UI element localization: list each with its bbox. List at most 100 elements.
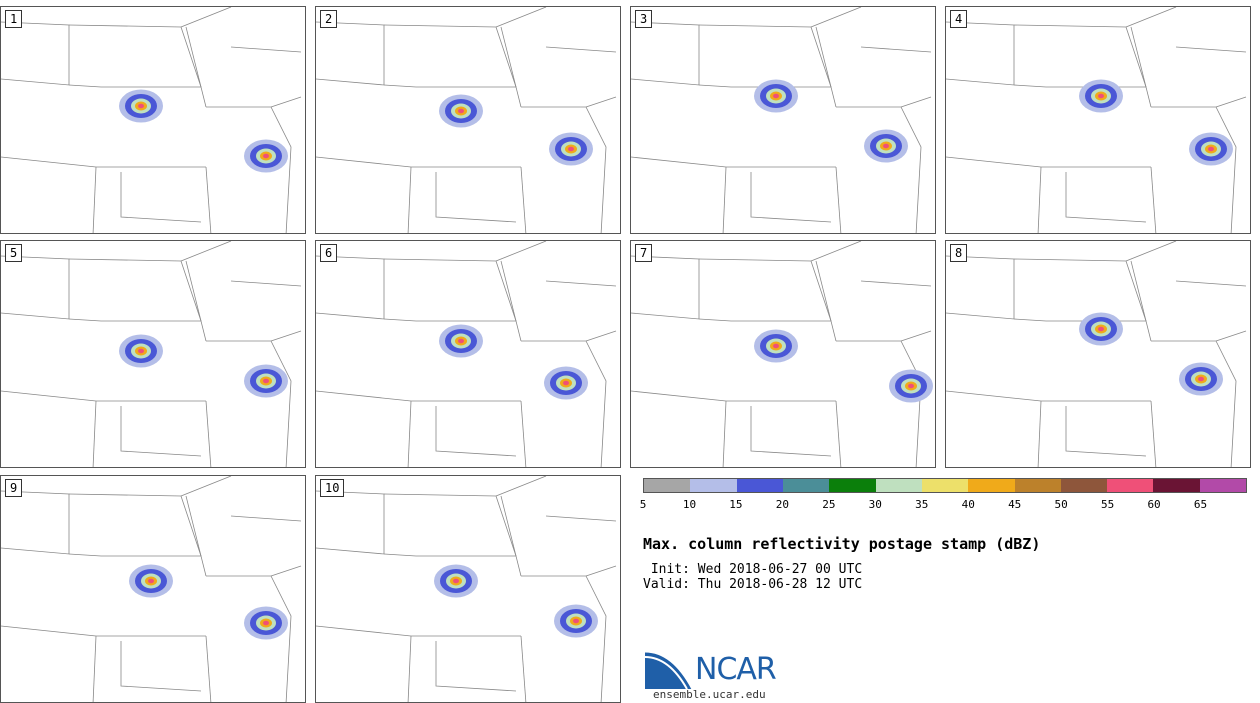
member-panel-10: 10 xyxy=(315,475,621,703)
colorbar-segment xyxy=(736,479,783,492)
state-boundary xyxy=(92,635,97,702)
state-boundary xyxy=(230,515,302,522)
state-boundary xyxy=(270,96,302,108)
state-boundary xyxy=(185,260,202,322)
state-boundary xyxy=(230,280,302,287)
state-boundary xyxy=(185,26,202,88)
member-label: 5 xyxy=(5,244,23,262)
colorbar-segment xyxy=(1153,479,1200,492)
member-panel-9: 9 xyxy=(0,475,306,703)
state-boundary xyxy=(521,340,607,467)
colorbar-segment xyxy=(1199,479,1247,492)
colorbar-tick-label: 60 xyxy=(1147,498,1161,511)
reflectivity-cell xyxy=(148,578,154,584)
state-boundary xyxy=(1037,400,1042,467)
state-boundary xyxy=(1151,340,1237,467)
state-boundary xyxy=(68,493,202,557)
map-canvas xyxy=(316,7,617,233)
init-time: Init: Wed 2018-06-27 00 UTC xyxy=(643,562,863,577)
state-boundary xyxy=(815,26,832,88)
map-canvas xyxy=(946,241,1247,467)
state-boundary xyxy=(585,96,617,108)
state-boundary xyxy=(750,172,832,223)
map-canvas xyxy=(631,241,933,467)
state-boundary xyxy=(68,258,202,322)
state-boundary xyxy=(316,21,385,86)
member-label: 4 xyxy=(950,10,968,28)
member-label: 10 xyxy=(320,479,345,497)
member-panel-5: 5 xyxy=(0,240,306,468)
colorbar-segment xyxy=(829,479,876,492)
colorbar-segment xyxy=(1107,479,1154,492)
colorbar-segment xyxy=(644,479,691,492)
state-boundary xyxy=(1130,260,1147,322)
valid-time: Valid: Thu 2018-06-28 12 UTC xyxy=(643,577,863,592)
reflectivity-cell xyxy=(1198,376,1204,382)
state-boundary xyxy=(407,400,412,467)
state-boundary xyxy=(946,390,1151,402)
colorbar-segment xyxy=(1014,479,1061,492)
member-label: 7 xyxy=(635,244,653,262)
state-boundary xyxy=(500,495,517,557)
state-boundary xyxy=(585,565,617,577)
state-boundary xyxy=(631,21,700,86)
colorbar-tick-label: 55 xyxy=(1100,498,1115,511)
colorbar-tick-label: 45 xyxy=(1008,498,1022,511)
logo-name: NCAR xyxy=(695,652,777,687)
state-boundary xyxy=(180,241,232,262)
state-boundary xyxy=(206,575,292,702)
reflectivity-cell xyxy=(573,618,579,624)
colorbar-tick-label: 20 xyxy=(775,498,789,511)
colorbar-segment xyxy=(782,479,830,492)
member-label: 2 xyxy=(320,10,338,28)
state-boundary xyxy=(1215,96,1247,108)
reflectivity-cell xyxy=(1098,326,1104,332)
state-boundary xyxy=(836,106,922,233)
reflectivity-colorbar xyxy=(643,478,1247,493)
state-boundary xyxy=(1013,24,1147,88)
reflectivity-cell xyxy=(568,146,574,152)
map-canvas xyxy=(1,241,302,467)
colorbar-tick-label: 5 xyxy=(639,498,647,511)
state-boundary xyxy=(180,7,232,28)
state-boundary xyxy=(270,330,302,342)
member-label: 8 xyxy=(950,244,968,262)
reflectivity-cell xyxy=(773,93,779,99)
state-boundary xyxy=(946,255,1015,320)
state-boundary xyxy=(68,84,207,108)
state-boundary xyxy=(900,96,932,108)
state-boundary xyxy=(205,400,212,467)
colorbar-tick-label: 25 xyxy=(822,498,836,511)
state-boundary xyxy=(500,260,517,322)
colorbar-tick-label: 15 xyxy=(729,498,743,511)
reflectivity-cell xyxy=(263,620,269,626)
logo-url: ensemble.ucar.edu xyxy=(653,688,766,701)
colorbar-tick-label: 35 xyxy=(915,498,929,511)
map-canvas xyxy=(631,7,932,233)
state-boundary xyxy=(92,166,97,233)
state-boundary xyxy=(270,565,302,577)
state-boundary xyxy=(815,260,832,322)
state-boundary xyxy=(698,318,837,342)
state-boundary xyxy=(1013,258,1147,322)
state-boundary xyxy=(810,7,862,28)
state-boundary xyxy=(383,553,522,577)
state-boundary xyxy=(180,476,232,497)
state-boundary xyxy=(435,172,517,223)
state-boundary xyxy=(120,172,202,223)
state-boundary xyxy=(120,406,202,457)
state-boundary xyxy=(68,318,207,342)
reflectivity-cell xyxy=(458,338,464,344)
state-boundary xyxy=(631,156,836,168)
state-boundary xyxy=(860,280,932,287)
state-boundary xyxy=(1,255,70,320)
state-boundary xyxy=(722,400,727,467)
member-label: 6 xyxy=(320,244,338,262)
state-boundary xyxy=(545,46,617,53)
member-panel-4: 4 xyxy=(945,6,1251,234)
state-boundary xyxy=(520,635,527,702)
colorbar-tick-label: 50 xyxy=(1054,498,1068,511)
state-boundary xyxy=(835,400,842,467)
colorbar-segment xyxy=(1060,479,1108,492)
state-boundary xyxy=(900,330,932,342)
